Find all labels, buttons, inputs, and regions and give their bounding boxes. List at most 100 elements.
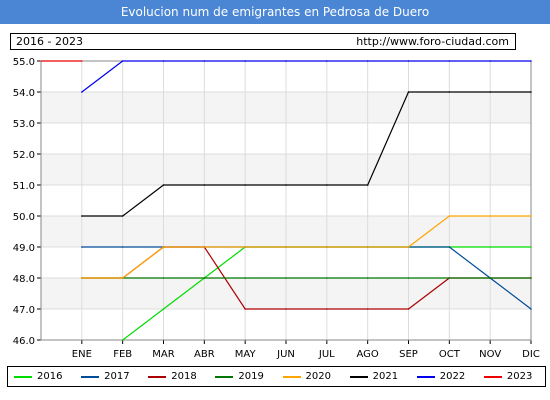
- legend-item-2016: 2016: [8, 367, 75, 386]
- x-tick-label: ABR: [194, 349, 215, 360]
- legend-swatch: [14, 376, 32, 378]
- x-tick-label: MAY: [235, 349, 257, 360]
- legend-swatch: [483, 376, 502, 378]
- legend-swatch: [148, 376, 167, 378]
- y-tick-label: 52.0: [13, 150, 35, 161]
- series-2019-point: [244, 277, 246, 279]
- series-2021-point: [407, 91, 410, 93]
- legend-label: 2018: [171, 371, 197, 382]
- y-tick-label: 51.0: [13, 181, 35, 192]
- y-tick-label: 48.0: [13, 274, 35, 285]
- series-2022-point: [366, 60, 369, 62]
- series-2020-point: [530, 215, 532, 217]
- series-2021-line: [81, 91, 531, 217]
- series-2019-point: [448, 277, 451, 279]
- x-tick-label: MAR: [152, 349, 174, 360]
- legend-item-2023: 2023: [478, 367, 545, 386]
- series-2020-point: [121, 277, 124, 279]
- legend-item-2018: 2018: [142, 367, 209, 386]
- x-tick-label: DIC: [522, 349, 540, 360]
- series-2020-point: [366, 246, 369, 248]
- series-2022-point: [244, 60, 246, 62]
- series-2020-point: [285, 246, 287, 248]
- series-2022-line: [81, 60, 531, 93]
- series-2021-point: [244, 184, 246, 186]
- series-2021-point: [162, 184, 165, 186]
- legend-label: 2021: [372, 371, 399, 382]
- series-2018-point: [326, 308, 328, 310]
- series-2022-point: [203, 60, 206, 62]
- series-2019-point: [326, 277, 328, 279]
- series-2021-point: [366, 184, 369, 186]
- series-2016-point: [530, 246, 532, 248]
- series-2018-point: [407, 308, 410, 310]
- series-2022-point: [448, 60, 451, 62]
- series-2017-point: [530, 308, 532, 310]
- series-2019-point: [285, 277, 287, 279]
- series-2020-point: [407, 246, 410, 248]
- series-2020-point: [81, 277, 83, 279]
- legend-item-2019: 2019: [209, 367, 276, 386]
- legend-label: 2016: [37, 371, 63, 382]
- series-2021-point: [121, 215, 124, 217]
- series-2021-point: [285, 184, 287, 186]
- y-tick-label: 46.0: [13, 336, 35, 347]
- series-2017-point: [121, 246, 124, 248]
- series-2019-point: [530, 277, 532, 279]
- legend-label: 2023: [506, 371, 533, 382]
- series-2016-point: [489, 246, 491, 248]
- series-2021-point: [81, 215, 83, 217]
- legend-item-2020: 2020: [277, 367, 344, 386]
- series-2020-point: [326, 246, 328, 248]
- series-2018-point: [244, 308, 246, 310]
- legend-label: 2022: [439, 371, 466, 382]
- series-2017-point: [81, 246, 83, 248]
- x-tick-label: JUN: [276, 349, 295, 360]
- series-2017-point: [448, 246, 451, 248]
- x-tick-label: AGO: [357, 349, 379, 360]
- series-2020-point: [244, 246, 246, 248]
- y-tick-label: 50.0: [13, 212, 35, 223]
- series-2016-point: [162, 308, 165, 310]
- legend-label: 2020: [305, 371, 331, 382]
- series-2021-point: [530, 91, 532, 93]
- legend-swatch: [282, 376, 301, 378]
- series-2019-point: [489, 277, 491, 279]
- series-2019-point: [407, 277, 410, 279]
- series-2021-point: [326, 184, 328, 186]
- series-2020-point: [162, 246, 165, 248]
- legend: 2016 2017 2018 2019 2020 2021 2022 2023: [7, 366, 546, 387]
- legend-item-2017: 2017: [75, 367, 142, 386]
- legend-item-2021: 2021: [344, 367, 411, 386]
- series-2020-point: [203, 246, 206, 248]
- series-2019-point: [203, 277, 206, 279]
- series-2021-point: [203, 184, 206, 186]
- legend-swatch: [416, 376, 435, 378]
- x-tick-label: FEB: [113, 349, 132, 360]
- series-2021-point: [489, 91, 491, 93]
- series-2022-point: [285, 60, 287, 62]
- legend-swatch: [215, 376, 234, 378]
- series-2022-point: [489, 60, 491, 62]
- series-2022-point: [530, 60, 532, 62]
- series-2022-point: [162, 60, 165, 62]
- series-2018-point: [285, 308, 287, 310]
- legend-label: 2017: [104, 371, 130, 382]
- x-tick-label: NOV: [479, 349, 501, 360]
- series-2022-point: [326, 60, 328, 62]
- series-2022-point: [407, 60, 410, 62]
- x-tick-label: SEP: [399, 349, 418, 360]
- y-tick-label: 54.0: [13, 88, 35, 99]
- series-2016-point: [121, 339, 124, 341]
- series-2019-point: [366, 277, 369, 279]
- y-tick-label: 49.0: [13, 243, 35, 254]
- y-tick-label: 55.0: [13, 57, 35, 68]
- series-2018-point: [366, 308, 369, 310]
- x-tick-label: OCT: [439, 349, 461, 360]
- legend-swatch: [349, 376, 368, 378]
- series-2022-point: [121, 60, 124, 62]
- series-2021-point: [448, 91, 451, 93]
- series-2019-point: [162, 277, 165, 279]
- info-box: 2016 - 2023 http://www.foro-ciudad.com: [10, 33, 516, 50]
